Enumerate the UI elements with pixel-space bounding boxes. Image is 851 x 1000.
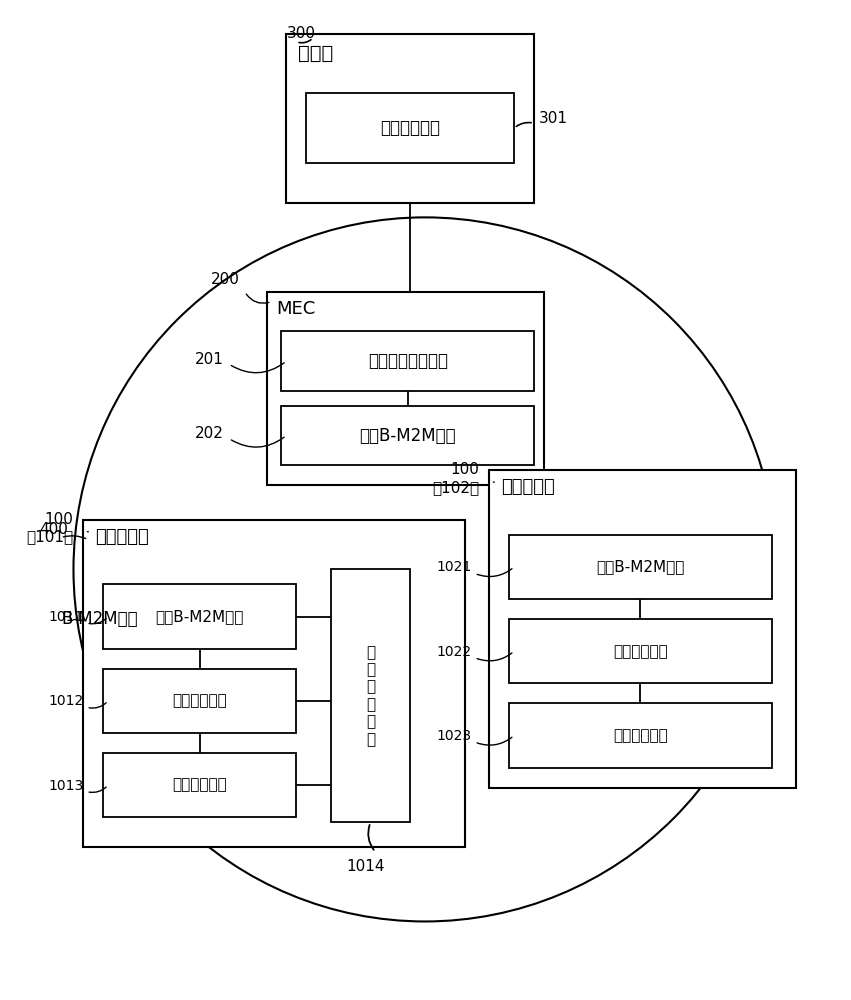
Text: 系统管理模块: 系统管理模块 bbox=[380, 119, 440, 137]
Text: MEC: MEC bbox=[277, 300, 316, 318]
Bar bbox=[103, 669, 296, 733]
Bar bbox=[509, 535, 772, 599]
Text: 第二B-M2M模块: 第二B-M2M模块 bbox=[156, 609, 244, 624]
Text: 200: 200 bbox=[211, 272, 240, 287]
Text: 第二执行机构: 第二执行机构 bbox=[613, 728, 668, 743]
Text: 100
（102）: 100 （102） bbox=[432, 462, 479, 495]
Text: 引领机器人: 引领机器人 bbox=[95, 528, 149, 546]
Text: 第三B-M2M模块: 第三B-M2M模块 bbox=[597, 559, 684, 574]
Text: 1023: 1023 bbox=[437, 729, 471, 743]
Bar bbox=[331, 569, 410, 822]
Bar bbox=[103, 584, 296, 649]
Text: 1011: 1011 bbox=[48, 610, 83, 624]
Text: 第一控制模块: 第一控制模块 bbox=[173, 693, 227, 708]
Bar bbox=[282, 331, 534, 391]
Text: 第一执行机构: 第一执行机构 bbox=[173, 778, 227, 793]
Text: 1012: 1012 bbox=[49, 694, 83, 708]
Text: 301: 301 bbox=[539, 111, 568, 126]
Text: 100
（101）: 100 （101） bbox=[26, 512, 73, 544]
Text: 201: 201 bbox=[195, 352, 224, 367]
Bar bbox=[282, 406, 534, 465]
Bar bbox=[287, 34, 534, 202]
Text: B-M2M网络: B-M2M网络 bbox=[61, 610, 138, 628]
Text: 第二控制模块: 第二控制模块 bbox=[613, 644, 668, 659]
Text: 1021: 1021 bbox=[437, 560, 471, 574]
Text: 400: 400 bbox=[39, 522, 68, 537]
Bar bbox=[83, 520, 465, 847]
Text: 300: 300 bbox=[287, 26, 316, 41]
Text: 云平台: 云平台 bbox=[298, 44, 334, 63]
Bar bbox=[306, 93, 514, 163]
Bar bbox=[489, 470, 797, 788]
Text: 1013: 1013 bbox=[49, 779, 83, 793]
Bar bbox=[103, 753, 296, 817]
Bar bbox=[509, 619, 772, 683]
Text: 控制策略管理模块: 控制策略管理模块 bbox=[368, 352, 448, 370]
Bar bbox=[509, 703, 772, 768]
Text: 202: 202 bbox=[195, 426, 224, 441]
Bar bbox=[266, 292, 544, 485]
Text: 跟随机器人: 跟随机器人 bbox=[501, 478, 555, 496]
Text: 1022: 1022 bbox=[437, 645, 471, 659]
Text: 第一B-M2M模块: 第一B-M2M模块 bbox=[359, 427, 456, 445]
Text: 1014: 1014 bbox=[346, 859, 385, 874]
Text: 跟
踪
管
理
模
块: 跟 踪 管 理 模 块 bbox=[366, 645, 375, 747]
